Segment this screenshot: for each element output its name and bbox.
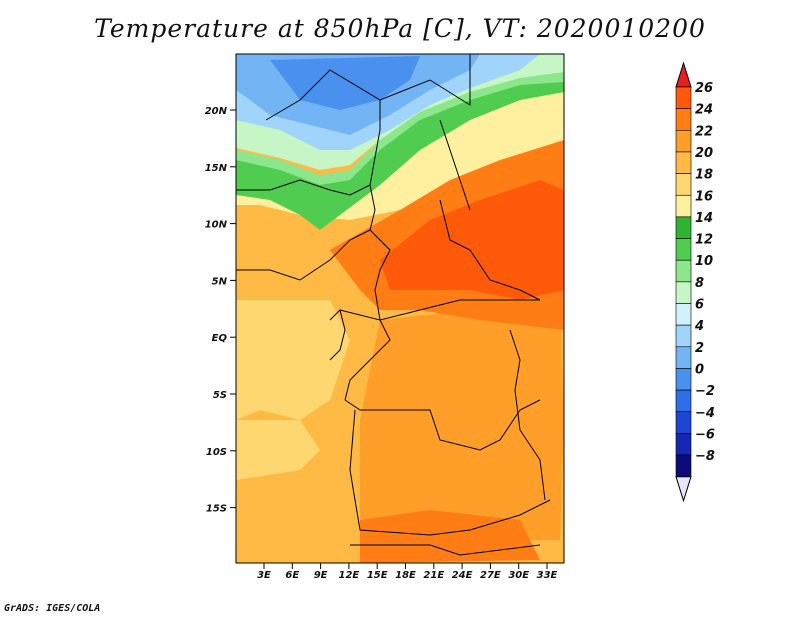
x-tick-label: 27E: [480, 570, 501, 581]
colorbar-swatch: [675, 303, 692, 326]
colorbar-label: 10: [695, 254, 713, 269]
y-axis-ticks: 20N 15N 10N 5N EQ 5S 10S 15S: [205, 106, 236, 515]
country-borders: [236, 54, 551, 556]
colorbar-label: 24: [695, 103, 713, 118]
y-tick-label: 10N: [205, 220, 228, 231]
x-tick-label: 18E: [395, 570, 416, 581]
colorbar-swatch: [675, 324, 692, 348]
colorbar-swatch: [675, 281, 692, 304]
colorbar-swatch: [675, 368, 692, 391]
colorbar-swatch: [675, 238, 692, 261]
y-tick-label: EQ: [212, 333, 228, 344]
colorbar-label: 2: [695, 341, 704, 356]
colorbar-label: 22: [695, 124, 713, 139]
field-angola-yellow: [236, 420, 320, 480]
x-tick-label: 9E: [314, 570, 328, 581]
y-tick-label: 5S: [213, 390, 227, 401]
y-tick-label: 10S: [206, 447, 227, 458]
field-sahel-yellow: [236, 90, 564, 220]
colorbar-label: −4: [695, 406, 715, 421]
colorbar-swatch: [675, 346, 692, 369]
colorbar-swatch: [675, 194, 692, 218]
colorbar-swatch: [675, 151, 692, 174]
x-tick-label: 30E: [508, 570, 529, 581]
colorbar-label: 16: [695, 189, 713, 204]
field-central-orange: [360, 300, 564, 540]
colorbar-label: 12: [695, 233, 713, 248]
colorbar-swatch: [675, 130, 692, 153]
colorbar-label: 18: [695, 168, 713, 183]
y-tick-label: 5N: [212, 276, 228, 287]
x-tick-label: 21E: [423, 570, 444, 581]
field-sahara-deep-blue: [270, 56, 420, 110]
colorbar-label: 4: [694, 319, 704, 334]
colorbar-swatch: [675, 108, 692, 131]
x-tick-label: 3E: [257, 570, 271, 581]
colorbar-label: 26: [695, 81, 713, 96]
x-tick-label: 6E: [285, 570, 299, 581]
colorbar-label: −6: [695, 427, 715, 442]
y-tick-label: 20N: [205, 106, 228, 117]
colorbar-swatch: [675, 259, 692, 283]
x-tick-label: 15E: [367, 570, 388, 581]
colorbar-label: 20: [695, 146, 713, 161]
colorbar-top-triangle: [675, 61, 692, 88]
plot-frame: [235, 53, 565, 564]
colorbar-bottom-triangle: [675, 476, 692, 503]
colorbar-label: 6: [695, 298, 704, 313]
colorbar-swatch: [675, 216, 692, 239]
colorbar-label: 0: [695, 362, 704, 377]
field-south-red: [360, 510, 540, 563]
x-tick-label: 24E: [452, 570, 473, 581]
y-tick-label: 15N: [205, 163, 228, 174]
colorbar-swatch: [675, 389, 692, 413]
field-sudan-red: [380, 180, 564, 300]
colorbar-swatch: [675, 433, 692, 456]
colorbar-label: −8: [695, 449, 715, 464]
colorbar-label: 14: [695, 211, 713, 226]
x-axis-ticks: 3E 6E 9E 12E 15E 18E 21E 24E 27E 30E 33E: [257, 563, 558, 581]
field-congo-yellow: [236, 300, 350, 420]
colorbar-swatch: [675, 86, 692, 109]
y-tick-label: 15S: [206, 504, 227, 515]
colorbar-label: −2: [695, 384, 715, 399]
temperature-field: [236, 54, 564, 563]
chart-title: Temperature at 850hPa [C], VT: 202001020…: [94, 14, 706, 43]
colorbar-swatch: [675, 454, 692, 477]
credit-text: GrADS: IGES/COLA: [4, 603, 101, 614]
colorbar-swatch: [675, 411, 692, 434]
x-tick-label: 12E: [339, 570, 360, 581]
field-sahel-green: [236, 82, 564, 230]
colorbar-label: 8: [695, 276, 704, 291]
colorbar-swatch: [675, 173, 692, 196]
x-tick-label: 33E: [537, 570, 558, 581]
